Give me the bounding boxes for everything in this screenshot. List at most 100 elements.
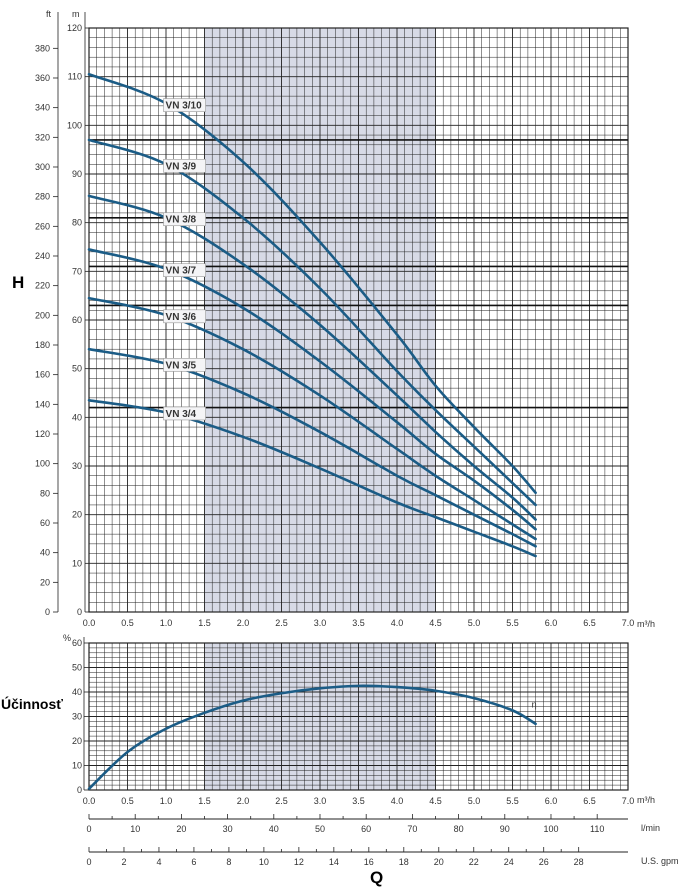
curve-vn-3-9 (87, 138, 537, 507)
unit-percent-label: % (63, 633, 71, 643)
gpm-tick-label: 10 (259, 857, 269, 867)
head-ft-tick-label: 320 (35, 132, 50, 142)
efficiency-x-tick-label: 0.0 (83, 796, 96, 806)
head-x-tick-label: 5.0 (468, 618, 481, 628)
head-x-tick-label: 3.0 (314, 618, 327, 628)
head-x-tick-label: 2.5 (275, 618, 288, 628)
head-ft-tick-label: 80 (40, 488, 50, 498)
efficiency-x-tick-label: 5.0 (468, 796, 481, 806)
efficiency-tick-label: 20 (72, 736, 82, 746)
unit-m3h-label-bottom: m³/h (637, 795, 655, 805)
unit-lmin-label: l/min (641, 823, 660, 833)
head-m-tick-label: 110 (68, 72, 82, 82)
unit-gpm-label: U.S. gpm (641, 856, 679, 866)
series-label-text: VN 3/10 (166, 101, 203, 112)
series-label-box (163, 212, 206, 227)
series-label-text: VN 3/7 (166, 266, 197, 277)
head-m-tick-label: 30 (72, 461, 82, 471)
series-label-box (163, 358, 206, 372)
efficiency-x-tick-label: 6.0 (545, 796, 558, 806)
series-label-box (163, 263, 206, 277)
series-label-vn-3-6: VN 3/6 (163, 309, 206, 324)
gpm-tick-label: 8 (226, 857, 231, 867)
curve-vn-3-10 (87, 72, 537, 495)
head-ft-tick-label: 340 (35, 103, 50, 113)
head-x-tick-label: 1.5 (198, 618, 211, 628)
head-ft-tick-label: 200 (35, 310, 50, 320)
lmin-tick-label: 80 (454, 824, 464, 834)
gpm-tick-label: 24 (504, 857, 514, 867)
efficiency-axis-label: Účinnosť (1, 695, 63, 712)
head-ft-tick-label: 260 (35, 221, 50, 231)
efficiency-x-tick-label: 3.5 (352, 796, 365, 806)
lmin-tick-label: 40 (269, 824, 279, 834)
series-label-text: VN 3/4 (166, 409, 197, 420)
head-ft-tick-label: 60 (40, 518, 50, 528)
head-x-tick-label: 1.0 (160, 618, 173, 628)
head-m-tick-label: 40 (72, 412, 82, 422)
unit-m3h-label-top: m³/h (637, 619, 655, 629)
efficiency-series-label: η (532, 699, 537, 709)
gpm-tick-label: 0 (86, 857, 91, 867)
series-label-vn-3-8: VN 3/8 (163, 212, 206, 227)
efficiency-x-tick-label: 3.0 (314, 796, 327, 806)
efficiency-tick-label: 60 (72, 638, 82, 648)
gpm-tick-label: 4 (156, 857, 161, 867)
efficiency-tick-label: 50 (72, 663, 82, 673)
series-label-vn-3-9: VN 3/9 (163, 159, 206, 173)
head-m-tick-label: 100 (67, 120, 82, 130)
efficiency-x-tick-label: 5.5 (506, 796, 519, 806)
lmin-tick-label: 100 (543, 824, 558, 834)
head-ft-tick-label: 280 (35, 192, 50, 202)
gpm-tick-label: 16 (364, 857, 374, 867)
lmin-tick-label: 110 (590, 824, 604, 834)
head-m-tick-label: 60 (72, 315, 82, 325)
series-label-box (163, 406, 206, 421)
efficiency-x-tick-label: 2.0 (237, 796, 250, 806)
efficiency-tick-label: 0 (77, 785, 82, 795)
head-m-tick-label: 50 (72, 364, 82, 374)
head-ft-tick-label: 220 (35, 281, 50, 291)
head-ft-tick-label: 240 (35, 251, 50, 261)
head-ft-tick-label: 360 (35, 73, 50, 83)
efficiency-x-tick-label: 1.0 (160, 796, 173, 806)
efficiency-tick-label: 10 (72, 761, 82, 771)
head-ft-tick-label: 120 (35, 429, 50, 439)
series-label-box (163, 98, 206, 112)
head-ft-tick-label: 140 (35, 399, 50, 409)
efficiency-x-tick-label: 4.5 (429, 796, 442, 806)
series-label-text: VN 3/6 (166, 312, 197, 323)
head-m-tick-label: 120 (67, 23, 82, 33)
lmin-tick-label: 10 (130, 824, 140, 834)
unit-ft-label: ft (46, 9, 52, 19)
head-x-tick-label: 6.0 (545, 618, 558, 628)
gpm-tick-label: 12 (294, 857, 304, 867)
head-m-tick-label: 70 (72, 266, 82, 276)
head-ft-tick-label: 40 (40, 548, 50, 558)
lmin-tick-label: 60 (361, 824, 371, 834)
h-axis-label: H (12, 273, 24, 292)
series-label-vn-3-5: VN 3/5 (163, 358, 206, 372)
series-label-text: VN 3/5 (166, 360, 197, 371)
head-ft-tick-label: 20 (40, 577, 50, 587)
efficiency-tick-label: 40 (72, 687, 82, 697)
efficiency-x-tick-label: 2.5 (275, 796, 288, 806)
lmin-tick-label: 30 (223, 824, 233, 834)
series-label-vn-3-10: VN 3/10 (163, 98, 206, 112)
efficiency-x-tick-label: 4.0 (391, 796, 404, 806)
head-m-tick-label: 90 (72, 169, 82, 179)
head-x-tick-label: 7.0 (622, 618, 635, 628)
gpm-tick-label: 18 (399, 857, 409, 867)
head-ft-tick-label: 380 (35, 43, 50, 53)
series-label-box (163, 309, 206, 324)
lmin-tick-label: 70 (407, 824, 417, 834)
gpm-tick-label: 22 (469, 857, 479, 867)
lmin-tick-label: 50 (315, 824, 325, 834)
gpm-tick-label: 28 (574, 857, 584, 867)
head-ft-tick-label: 160 (35, 370, 50, 380)
gpm-tick-label: 2 (121, 857, 126, 867)
head-x-tick-label: 5.5 (506, 618, 519, 628)
lmin-tick-label: 90 (500, 824, 510, 834)
head-ft-tick-label: 100 (35, 459, 50, 469)
efficiency-tick-label: 30 (72, 712, 82, 722)
